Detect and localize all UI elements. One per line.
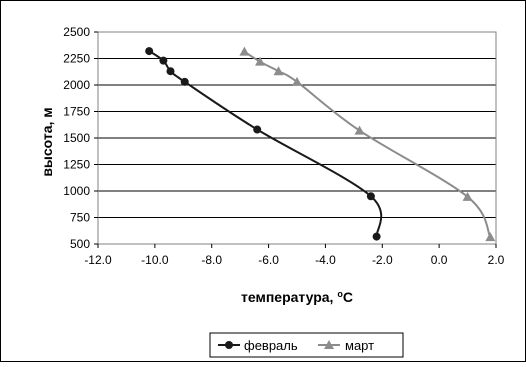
y-axis-ticks: 500 750 1000 1250 1500 1750 2000 2250 2500 [63, 25, 98, 251]
x-tick-label: -10.0 [141, 253, 169, 267]
data-point [462, 191, 473, 201]
data-point [166, 67, 175, 76]
x-tick-label: 2.0 [488, 253, 505, 267]
x-tick-label: 0.0 [431, 253, 448, 267]
y-tick-label: 1750 [63, 105, 90, 119]
x-axis-ticks: -12.0 -10.0 -8.0 -6.0 -4.0 -2.0 0.0 2.0 [84, 244, 505, 267]
series-2 [239, 46, 496, 242]
data-point [485, 232, 496, 242]
legend-label-feb: февраль [244, 338, 298, 353]
series-1 [145, 47, 383, 241]
y-tick-label: 1000 [63, 184, 90, 198]
data-point [273, 66, 284, 76]
legend-marker-feb [225, 341, 233, 349]
x-tick-label: -4.0 [315, 253, 336, 267]
x-axis-label: температура, oC [241, 289, 353, 305]
y-tick-label: 1250 [63, 158, 90, 172]
series-layer [145, 46, 496, 242]
data-point [255, 56, 266, 66]
data-point [372, 232, 381, 241]
data-point [159, 56, 168, 65]
y-tick-label: 500 [70, 237, 90, 251]
data-point [366, 192, 375, 201]
y-tick-label: 2000 [63, 78, 90, 92]
data-point [253, 125, 262, 134]
legend-label-mar: март [345, 338, 374, 353]
y-tick-label: 2250 [63, 52, 90, 66]
data-point [292, 76, 302, 86]
y-tick-label: 750 [70, 211, 90, 225]
x-tick-label: -2.0 [372, 253, 393, 267]
x-tick-label: -12.0 [84, 253, 112, 267]
x-tick-label: -8.0 [201, 253, 222, 267]
data-point [239, 46, 250, 56]
data-point [354, 125, 365, 135]
y-tick-label: 2500 [63, 25, 90, 39]
legend-marker-mar [324, 340, 334, 349]
data-point [145, 47, 154, 56]
y-tick-label: 1500 [63, 131, 90, 145]
y-axis-label: высота, м [39, 107, 55, 176]
data-point [180, 77, 189, 86]
x-tick-label: -6.0 [258, 253, 279, 267]
legend: февраль март [209, 332, 404, 358]
legend-box [209, 332, 404, 358]
